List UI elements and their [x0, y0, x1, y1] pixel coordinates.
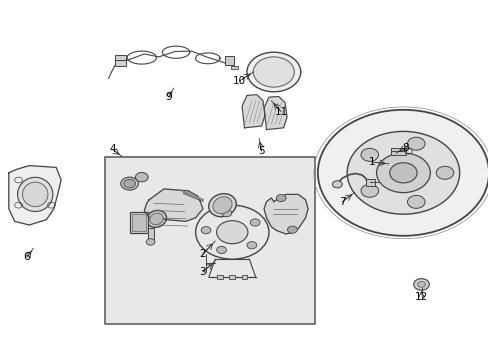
Bar	[115, 55, 125, 66]
Circle shape	[317, 110, 488, 236]
Bar	[147, 228, 153, 241]
Circle shape	[376, 153, 429, 193]
Polygon shape	[264, 194, 307, 234]
Polygon shape	[144, 189, 203, 221]
Bar	[224, 56, 233, 65]
Circle shape	[195, 205, 268, 259]
Polygon shape	[264, 96, 286, 130]
Text: 8: 8	[402, 143, 408, 153]
Circle shape	[246, 52, 300, 92]
Circle shape	[253, 57, 294, 87]
Text: 12: 12	[414, 292, 427, 302]
Circle shape	[360, 148, 378, 161]
Ellipse shape	[208, 194, 236, 217]
Circle shape	[201, 226, 210, 234]
Text: 11: 11	[274, 107, 287, 117]
Circle shape	[246, 242, 256, 249]
Text: 2: 2	[199, 249, 206, 259]
Ellipse shape	[212, 197, 232, 213]
Circle shape	[407, 195, 424, 208]
Circle shape	[407, 137, 424, 150]
Circle shape	[123, 179, 135, 188]
Ellipse shape	[18, 177, 53, 211]
Circle shape	[216, 246, 226, 253]
Text: 6: 6	[23, 252, 30, 262]
Text: 5: 5	[258, 146, 264, 156]
Circle shape	[435, 166, 453, 179]
Circle shape	[360, 184, 378, 197]
Circle shape	[146, 239, 155, 245]
Circle shape	[276, 194, 285, 202]
Bar	[365, 179, 374, 186]
Bar	[132, 214, 145, 231]
Polygon shape	[9, 166, 61, 225]
Polygon shape	[242, 95, 264, 128]
Bar	[105, 157, 315, 324]
Circle shape	[216, 221, 247, 244]
Circle shape	[332, 181, 342, 188]
Text: 3: 3	[199, 267, 206, 277]
Circle shape	[417, 282, 425, 287]
Text: 7: 7	[338, 197, 345, 207]
Ellipse shape	[146, 210, 166, 228]
Text: 9: 9	[165, 92, 172, 102]
Ellipse shape	[149, 213, 163, 225]
Circle shape	[135, 172, 148, 182]
Text: 10: 10	[233, 76, 245, 86]
Text: 4: 4	[109, 144, 116, 154]
Bar	[390, 148, 405, 155]
Bar	[129, 212, 148, 233]
Bar	[230, 66, 237, 69]
Bar	[217, 275, 223, 279]
Text: 1: 1	[367, 157, 374, 167]
Circle shape	[287, 226, 297, 233]
Circle shape	[250, 219, 260, 226]
Circle shape	[222, 210, 231, 217]
Circle shape	[389, 163, 416, 183]
Circle shape	[413, 279, 428, 290]
Circle shape	[346, 131, 459, 214]
Bar	[229, 275, 235, 279]
Circle shape	[121, 177, 138, 190]
Ellipse shape	[22, 182, 48, 207]
Bar	[241, 275, 247, 279]
